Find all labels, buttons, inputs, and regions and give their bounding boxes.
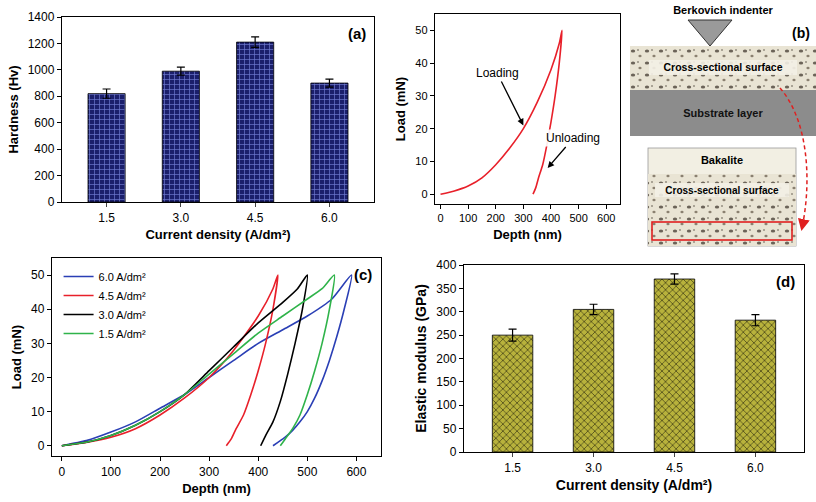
svg-text:600: 600 — [346, 465, 366, 479]
svg-text:Cross-sectional surface: Cross-sectional surface — [663, 61, 782, 73]
svg-text:Substrate layer: Substrate layer — [683, 107, 763, 119]
svg-text:6.0 A/dm²: 6.0 A/dm² — [99, 271, 146, 283]
svg-text:1.5: 1.5 — [504, 461, 521, 475]
svg-text:Depth (nm): Depth (nm) — [493, 227, 562, 242]
svg-text:0: 0 — [437, 212, 443, 224]
svg-text:4.5: 4.5 — [247, 211, 264, 225]
svg-text:30: 30 — [415, 90, 427, 102]
svg-text:40: 40 — [415, 57, 427, 69]
svg-text:100: 100 — [459, 212, 477, 224]
svg-text:Unloading: Unloading — [546, 131, 600, 145]
svg-text:Berkovich indenter: Berkovich indenter — [673, 4, 773, 16]
svg-text:(b): (b) — [792, 25, 810, 41]
svg-text:1.5 A/dm²: 1.5 A/dm² — [99, 328, 146, 340]
svg-text:300: 300 — [199, 465, 219, 479]
svg-text:4.5 A/dm²: 4.5 A/dm² — [99, 290, 146, 302]
svg-text:300: 300 — [436, 305, 456, 319]
svg-text:Current density (A/dm²): Current density (A/dm²) — [556, 477, 712, 493]
svg-text:4.5: 4.5 — [666, 461, 683, 475]
svg-text:400: 400 — [542, 212, 560, 224]
svg-text:6.0: 6.0 — [747, 461, 764, 475]
svg-text:350: 350 — [436, 282, 456, 296]
svg-text:3.0: 3.0 — [585, 461, 602, 475]
svg-text:Load (mN): Load (mN) — [393, 77, 408, 141]
svg-text:20: 20 — [415, 123, 427, 135]
svg-text:600: 600 — [34, 116, 54, 130]
svg-text:50: 50 — [443, 422, 457, 436]
svg-text:0: 0 — [58, 465, 65, 479]
svg-text:200: 200 — [487, 212, 505, 224]
svg-text:400: 400 — [248, 465, 268, 479]
svg-text:Bakalite: Bakalite — [701, 154, 743, 166]
svg-text:200: 200 — [34, 169, 54, 183]
svg-text:Cross-sectional surface: Cross-sectional surface — [665, 185, 779, 196]
svg-text:10: 10 — [415, 155, 427, 167]
svg-text:(d): (d) — [776, 273, 795, 290]
svg-text:1400: 1400 — [28, 10, 55, 24]
svg-text:0: 0 — [421, 188, 427, 200]
svg-text:10: 10 — [31, 405, 45, 419]
svg-text:800: 800 — [34, 89, 54, 103]
svg-text:20: 20 — [31, 371, 45, 385]
svg-text:0: 0 — [38, 439, 45, 453]
svg-text:600: 600 — [597, 212, 615, 224]
svg-text:30: 30 — [31, 337, 45, 351]
svg-text:50: 50 — [31, 268, 45, 282]
svg-text:Loading: Loading — [476, 66, 519, 80]
svg-text:Load (mN): Load (mN) — [9, 325, 24, 389]
svg-text:3.0: 3.0 — [173, 211, 190, 225]
svg-text:(a): (a) — [348, 25, 366, 42]
svg-text:1.5: 1.5 — [98, 211, 115, 225]
svg-text:Current density (A/dm²): Current density (A/dm²) — [145, 227, 290, 242]
svg-text:3.0 A/dm²: 3.0 A/dm² — [99, 309, 146, 321]
svg-text:150: 150 — [436, 375, 456, 389]
svg-text:200: 200 — [150, 465, 170, 479]
svg-text:500: 500 — [569, 212, 587, 224]
svg-text:500: 500 — [297, 465, 317, 479]
svg-text:300: 300 — [514, 212, 532, 224]
svg-text:(c): (c) — [354, 266, 372, 283]
svg-text:6.0: 6.0 — [321, 211, 338, 225]
svg-text:0: 0 — [48, 195, 55, 209]
svg-text:400: 400 — [34, 142, 54, 156]
svg-text:0: 0 — [450, 445, 457, 459]
svg-text:200: 200 — [436, 352, 456, 366]
svg-text:40: 40 — [31, 302, 45, 316]
svg-text:400: 400 — [436, 258, 456, 272]
svg-text:50: 50 — [415, 24, 427, 36]
svg-text:Elastic modulus (GPa): Elastic modulus (GPa) — [413, 284, 429, 433]
svg-text:100: 100 — [436, 398, 456, 412]
svg-text:1000: 1000 — [28, 63, 55, 77]
svg-text:250: 250 — [436, 328, 456, 342]
svg-text:1200: 1200 — [28, 37, 55, 51]
svg-text:Depth (nm): Depth (nm) — [182, 481, 251, 496]
svg-text:100: 100 — [101, 465, 121, 479]
svg-text:Hardness (Hv): Hardness (Hv) — [6, 65, 21, 153]
